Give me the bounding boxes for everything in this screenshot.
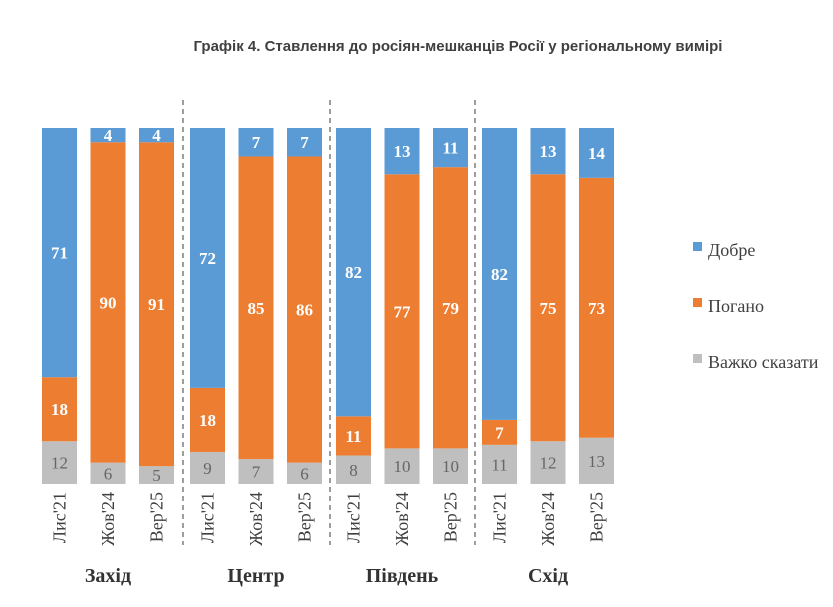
data-label: 85: [248, 299, 265, 318]
x-tick-label: Вер'25: [295, 492, 315, 542]
chart-title: Графік 4. Ставлення до росіян-мешканців …: [194, 38, 723, 55]
bar-segment: [139, 128, 174, 143]
bar-segment: [482, 128, 517, 420]
data-label: 18: [199, 411, 216, 430]
data-label: 11: [442, 139, 458, 158]
bar-segment: [238, 459, 274, 484]
bar-segment: [139, 466, 174, 484]
x-tick-label: Вер'25: [587, 492, 607, 542]
data-label: 18: [51, 400, 68, 419]
x-tick-label: Лис'21: [50, 492, 70, 543]
x-tick-label: Жов'24: [392, 492, 412, 546]
data-label: 90: [100, 293, 117, 312]
x-tick-label: Жов'24: [98, 492, 118, 546]
legend-label: Важко сказати: [708, 352, 819, 372]
data-label: 12: [51, 454, 68, 473]
data-label: 73: [588, 299, 605, 318]
x-tick-label: Вер'25: [441, 492, 461, 542]
bar-segment: [238, 156, 274, 460]
bar-segment: [579, 128, 614, 178]
data-label: 6: [104, 464, 113, 483]
data-label: 7: [300, 133, 309, 152]
data-label: 86: [296, 301, 313, 320]
data-label: 7: [495, 423, 504, 442]
bar-segment: [530, 441, 566, 484]
data-label: 7: [252, 133, 261, 152]
bar-segment: [42, 441, 77, 484]
bar-segment: [384, 448, 420, 484]
bar-segment: [42, 128, 77, 378]
data-label: 82: [345, 263, 362, 282]
data-label: 12: [540, 454, 557, 473]
data-label: 4: [104, 126, 113, 145]
legend-swatch: [693, 242, 702, 251]
bar-segment: [433, 128, 468, 168]
data-label: 10: [442, 457, 459, 476]
data-label: 77: [394, 302, 412, 321]
bar-segment: [579, 437, 614, 484]
bar-segment: [90, 128, 126, 143]
data-label: 13: [540, 142, 557, 161]
bar-segment: [139, 142, 174, 467]
legend-swatch: [693, 298, 702, 307]
data-label: 5: [152, 466, 161, 485]
bar-segment: [482, 419, 517, 445]
data-label: 82: [491, 265, 508, 284]
data-label: 75: [540, 299, 557, 318]
bar-segment: [287, 462, 322, 484]
bar-segment: [42, 377, 77, 442]
data-label: 6: [300, 464, 309, 483]
data-label: 71: [51, 244, 68, 263]
bar-segment: [336, 128, 371, 417]
data-label: 91: [148, 295, 165, 314]
bar-segment: [530, 128, 566, 175]
legend-swatch: [693, 354, 702, 363]
bar-segment: [530, 174, 566, 442]
data-label: 13: [588, 452, 605, 471]
group-label: Схід: [528, 565, 568, 587]
data-label: 14: [588, 144, 606, 163]
legend-label: Добре: [708, 240, 755, 260]
bar-segment: [433, 167, 468, 449]
group-label: Захід: [85, 565, 131, 587]
bar-segment: [579, 177, 614, 438]
data-label: 13: [394, 142, 411, 161]
bar-segment: [90, 142, 126, 463]
data-label: 11: [491, 455, 507, 474]
bar-segment: [433, 448, 468, 484]
data-label: 9: [203, 459, 212, 478]
bar-segment: [190, 128, 225, 388]
bar-segment: [287, 128, 322, 157]
bar-segment: [336, 416, 371, 456]
data-label: 7: [252, 463, 261, 482]
bar-segment: [482, 444, 517, 484]
x-tick-label: Лис'21: [198, 492, 218, 543]
bar-segment: [238, 128, 274, 157]
bar-segment: [190, 387, 225, 452]
data-label: 11: [345, 427, 361, 446]
legend-label: Погано: [708, 296, 764, 316]
data-label: 10: [394, 457, 411, 476]
data-label: 72: [199, 249, 216, 268]
bar-segment: [336, 455, 371, 484]
bar-segment: [190, 451, 225, 484]
bar-segment: [90, 462, 126, 484]
bar-segment: [384, 174, 420, 449]
group-label: Південь: [366, 565, 439, 587]
data-label: 8: [349, 461, 358, 480]
x-tick-label: Лис'21: [490, 492, 510, 543]
x-tick-label: Лис'21: [344, 492, 364, 543]
data-label: 4: [152, 126, 161, 145]
data-label: 79: [442, 299, 459, 318]
group-label: Центр: [227, 565, 284, 587]
bar-segment: [384, 128, 420, 175]
x-tick-label: Вер'25: [147, 492, 167, 542]
bar-segment: [287, 156, 322, 463]
x-tick-label: Жов'24: [538, 492, 558, 546]
x-tick-label: Жов'24: [246, 492, 266, 546]
